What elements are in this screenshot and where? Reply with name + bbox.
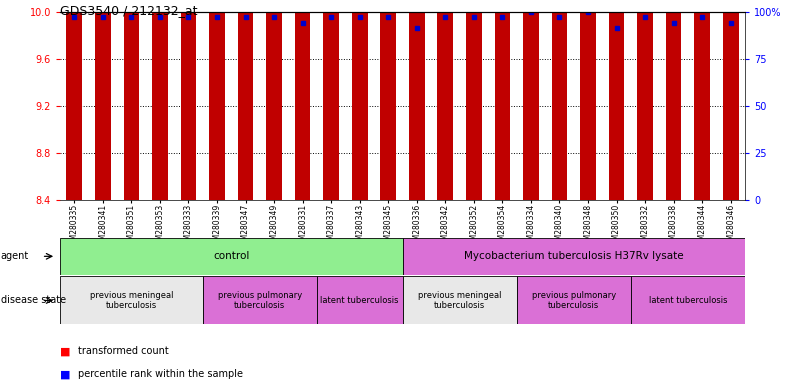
Text: percentile rank within the sample: percentile rank within the sample bbox=[78, 369, 243, 379]
Text: ■: ■ bbox=[60, 369, 70, 379]
Bar bbox=[203, 276, 317, 324]
Bar bbox=[494, 0, 510, 200]
Text: control: control bbox=[213, 251, 249, 262]
Bar bbox=[60, 276, 203, 324]
Bar bbox=[466, 0, 481, 200]
Bar bbox=[437, 0, 453, 200]
Bar bbox=[609, 0, 624, 200]
Bar bbox=[295, 0, 311, 200]
Text: Mycobacterium tuberculosis H37Rv lysate: Mycobacterium tuberculosis H37Rv lysate bbox=[464, 251, 683, 262]
Bar bbox=[324, 0, 339, 200]
Bar bbox=[580, 0, 596, 200]
Text: disease state: disease state bbox=[1, 295, 66, 306]
Bar bbox=[152, 0, 167, 200]
Bar bbox=[403, 276, 517, 324]
Bar bbox=[181, 0, 196, 200]
Bar bbox=[123, 0, 139, 200]
Bar bbox=[95, 0, 111, 200]
Text: latent tuberculosis: latent tuberculosis bbox=[320, 296, 399, 305]
Text: previous pulmonary
tuberculosis: previous pulmonary tuberculosis bbox=[532, 291, 616, 310]
Text: agent: agent bbox=[1, 251, 29, 262]
Bar bbox=[723, 0, 739, 200]
Bar bbox=[552, 0, 567, 200]
Bar bbox=[694, 0, 710, 200]
Bar bbox=[209, 0, 225, 200]
Bar bbox=[409, 0, 425, 200]
Bar bbox=[66, 0, 83, 200]
Bar bbox=[631, 276, 745, 324]
Bar bbox=[266, 0, 282, 200]
Text: transformed count: transformed count bbox=[78, 346, 168, 356]
Text: previous meningeal
tuberculosis: previous meningeal tuberculosis bbox=[418, 291, 501, 310]
Bar bbox=[317, 276, 403, 324]
Text: previous meningeal
tuberculosis: previous meningeal tuberculosis bbox=[90, 291, 173, 310]
Bar bbox=[60, 238, 403, 275]
Bar bbox=[666, 0, 682, 200]
Bar bbox=[638, 0, 653, 200]
Text: previous pulmonary
tuberculosis: previous pulmonary tuberculosis bbox=[218, 291, 302, 310]
Text: GDS3540 / 212132_at: GDS3540 / 212132_at bbox=[60, 4, 198, 17]
Bar bbox=[238, 0, 253, 200]
Bar bbox=[403, 238, 745, 275]
Bar bbox=[517, 276, 631, 324]
Bar bbox=[352, 0, 368, 200]
Text: ■: ■ bbox=[60, 346, 70, 356]
Bar bbox=[380, 0, 396, 200]
Text: latent tuberculosis: latent tuberculosis bbox=[649, 296, 727, 305]
Bar bbox=[523, 0, 539, 200]
